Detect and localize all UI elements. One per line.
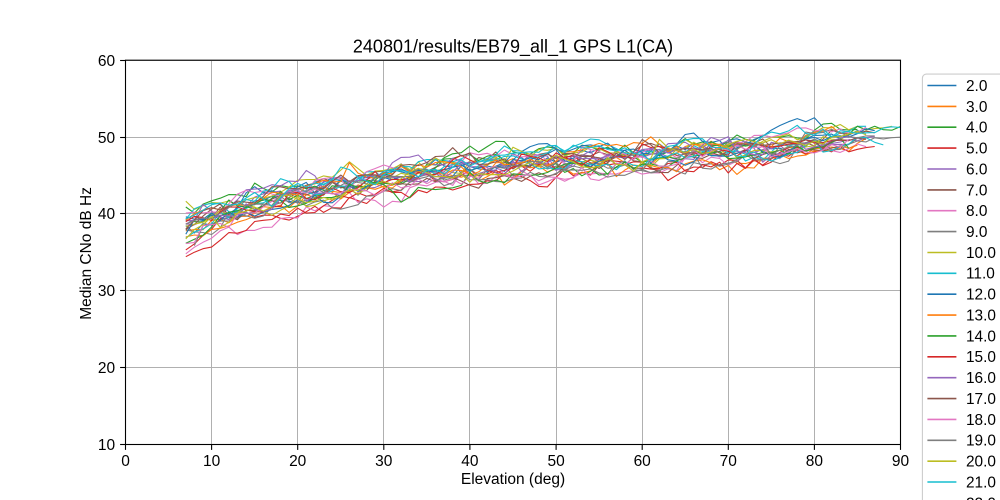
svg-text:7.0: 7.0: [966, 182, 987, 199]
svg-text:21.0: 21.0: [966, 474, 996, 491]
svg-text:80: 80: [806, 453, 824, 470]
svg-text:9.0: 9.0: [966, 224, 987, 241]
svg-text:60: 60: [98, 53, 116, 70]
svg-text:40: 40: [461, 453, 479, 470]
svg-text:4.0: 4.0: [966, 120, 987, 137]
svg-text:12.0: 12.0: [966, 287, 996, 304]
svg-text:10: 10: [98, 437, 116, 454]
svg-text:5.0: 5.0: [966, 141, 987, 158]
svg-text:90: 90: [892, 453, 910, 470]
svg-text:Elevation (deg): Elevation (deg): [461, 471, 565, 488]
svg-text:20: 20: [289, 453, 307, 470]
svg-text:Median CNo dB Hz: Median CNo dB Hz: [78, 187, 95, 320]
svg-text:50: 50: [98, 130, 116, 147]
svg-text:8.0: 8.0: [966, 203, 987, 220]
svg-text:0: 0: [121, 453, 130, 470]
svg-text:13.0: 13.0: [966, 308, 996, 325]
svg-text:2.0: 2.0: [966, 78, 987, 95]
svg-text:20.0: 20.0: [966, 454, 996, 471]
svg-text:10: 10: [203, 453, 221, 470]
svg-text:240801/results/EB79_all_1 GPS: 240801/results/EB79_all_1 GPS L1(CA): [353, 37, 673, 58]
svg-text:17.0: 17.0: [966, 391, 996, 408]
svg-text:50: 50: [547, 453, 565, 470]
svg-text:40: 40: [98, 206, 116, 223]
svg-text:16.0: 16.0: [966, 370, 996, 387]
svg-text:14.0: 14.0: [966, 328, 996, 345]
svg-text:19.0: 19.0: [966, 433, 996, 450]
svg-text:30: 30: [98, 283, 116, 300]
svg-text:15.0: 15.0: [966, 349, 996, 366]
svg-text:11.0: 11.0: [966, 266, 995, 283]
svg-text:6.0: 6.0: [966, 161, 987, 178]
svg-text:60: 60: [634, 453, 652, 470]
svg-text:20: 20: [98, 360, 116, 377]
svg-text:3.0: 3.0: [966, 99, 987, 116]
svg-text:30: 30: [375, 453, 393, 470]
svg-text:10.0: 10.0: [966, 245, 996, 262]
svg-text:22.0: 22.0: [966, 495, 996, 500]
svg-text:70: 70: [720, 453, 738, 470]
svg-text:18.0: 18.0: [966, 412, 996, 429]
